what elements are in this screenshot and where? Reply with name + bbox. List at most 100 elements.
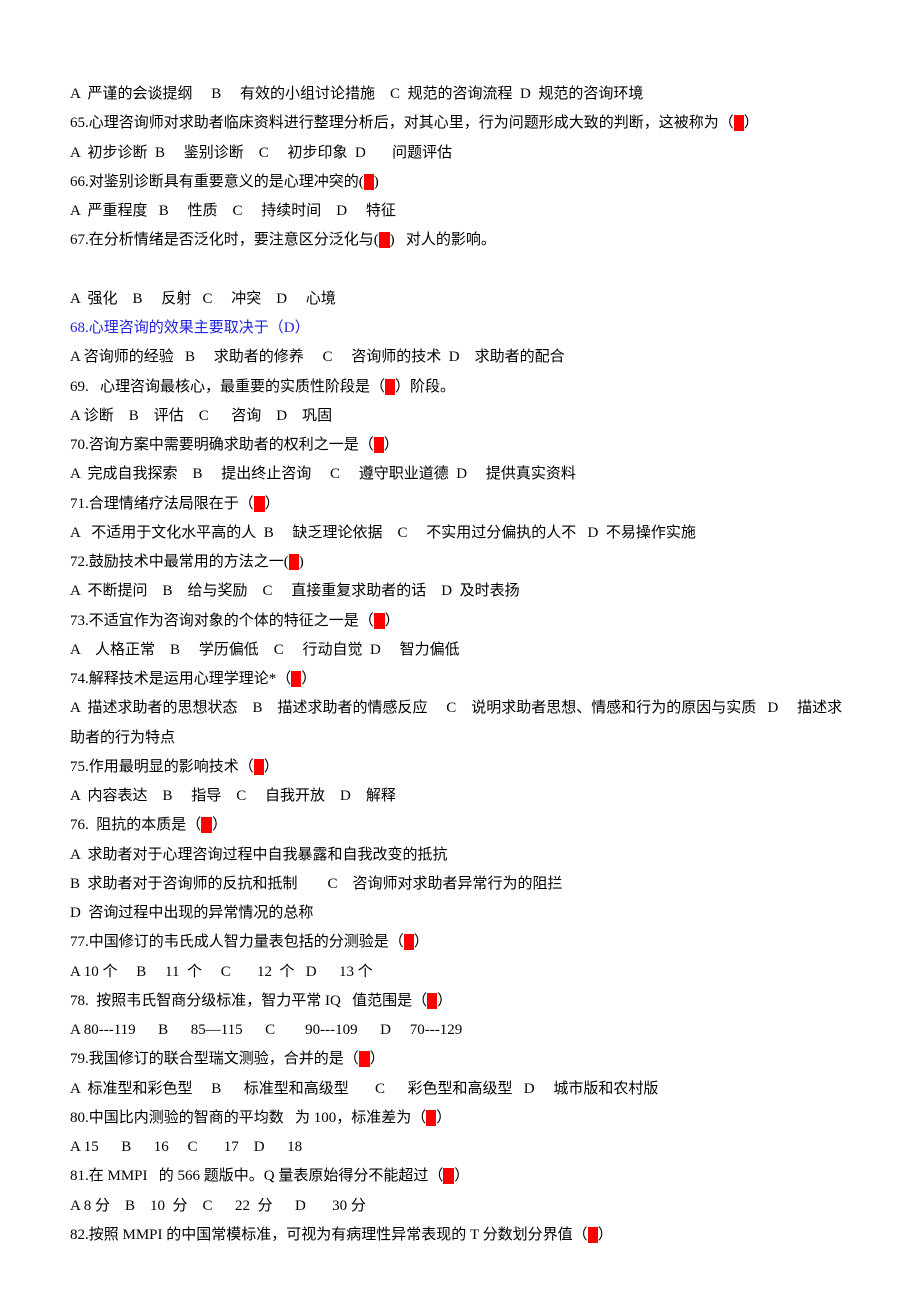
answer-highlight: A [201,817,212,833]
blue-text: 68.心理咨询的效果主要取决于（D） [70,320,310,336]
answer-highlight: B [364,174,374,190]
text-segment: 74.解释技术是运用心理学理论*（ [70,671,291,687]
text-line: A 严谨的会谈提纲 B 有效的小组讨论措施 C 规范的咨询流程 D 规范的咨询环… [70,80,850,109]
text-line: 81.在 MMPI 的 566 题版中。Q 量表原始得分不能超过（D） [70,1162,850,1191]
text-line: 66.对鉴别诊断具有重要意义的是心理冲突的(B) [70,168,850,197]
text-line: A 内容表达 B 指导 C 自我开放 D 解释 [70,782,850,811]
answer-highlight: B [374,437,384,453]
text-line: 70.咨询方案中需要明确求助者的权利之一是（B） [70,431,850,460]
answer-highlight: A [359,1051,370,1067]
text-segment: A 80---119 B 85—115 C 90---109 D 70---12… [70,1022,462,1038]
text-segment: ） [436,1110,451,1126]
text-segment: ） [598,1227,613,1243]
text-line: A 强化 B 反射 C 冲突 D 心境 [70,285,850,314]
text-line: 73.不适宜作为咨询对象的个体的特征之一是（D） [70,607,850,636]
text-segment: A 求助者对于心理咨询过程中自我暴露和自我改变的抵抗 [70,847,448,863]
text-line: 65.心理咨询师对求助者临床资料进行整理分析后，对其心里，行为问题形成大致的判断… [70,109,850,138]
text-segment: A 初步诊断 B 鉴别诊断 C 初步印象 D 问题评估 [70,145,452,161]
text-segment: A 15 B 16 C 17 D 18 [70,1139,302,1155]
answer-highlight: D [379,232,390,248]
text-line: A 10 个 B 11 个 C 12 个 D 13 个 [70,958,850,987]
text-line: B 求助者对于咨询师的反抗和抵制 C 咨询师对求助者异常行为的阻拦 [70,870,850,899]
answer-highlight: C [291,671,301,687]
text-line: A 标准型和彩色型 B 标准型和高级型 C 彩色型和高级型 D 城市版和农村版 [70,1075,850,1104]
text-line: A 15 B 16 C 17 D 18 [70,1133,850,1162]
text-segment: ） [384,437,399,453]
text-line: A 不断提问 B 给与奖励 C 直接重复求助者的话 D 及时表扬 [70,577,850,606]
text-segment: A 标准型和彩色型 B 标准型和高级型 C 彩色型和高级型 D 城市版和农村版 [70,1081,658,1097]
answer-highlight: B [404,934,414,950]
text-line: A 咨询师的经验 B 求助者的修养 C 咨询师的技术 D 求助者的配合 [70,343,850,372]
text-line: A 不适用于文化水平高的人 B 缺乏理论依据 C 不实用过分偏执的人不 D 不易… [70,519,850,548]
document-page: A 严谨的会谈提纲 B 有效的小组讨论措施 C 规范的咨询流程 D 规范的咨询环… [0,0,920,1310]
text-line: 78. 按照韦氏智商分级标准，智力平常 IQ 值范围是（C） [70,987,850,1016]
answer-highlight: D [374,613,385,629]
text-segment: 76. 阻抗的本质是（ [70,817,201,833]
text-segment: 69. 心理咨询最核心，最重要的实质性阶段是（ [70,379,385,395]
text-segment: 78. 按照韦氏智商分级标准，智力平常 IQ 值范围是（ [70,993,427,1009]
text-segment: 82.按照 MMPI 的中国常模标准，可视为有病理性异常表现的 T 分数划分界值… [70,1227,588,1243]
text-segment: ) [374,174,379,190]
text-line: 80.中国比内测验的智商的平均数 为 100，标准差为（B） [70,1104,850,1133]
text-line: A 诊断 B 评估 C 咨询 D 巩固 [70,402,850,431]
text-line: A 人格正常 B 学历偏低 C 行动自觉 D 智力偏低 [70,636,850,665]
answer-highlight: C [427,993,437,1009]
text-segment: A 严重程度 B 性质 C 持续时间 D 特征 [70,203,396,219]
text-segment: ） [370,1051,385,1067]
text-segment: 73.不适宜作为咨询对象的个体的特征之一是（ [70,613,374,629]
text-segment: ) 对人的影响。 [390,232,496,248]
text-segment: A 不适用于文化水平高的人 B 缺乏理论依据 C 不实用过分偏执的人不 D 不易… [70,525,696,541]
text-segment: 66.对鉴别诊断具有重要意义的是心理冲突的( [70,174,364,190]
text-segment: A 咨询师的经验 B 求助者的修养 C 咨询师的技术 D 求助者的配合 [70,349,565,365]
text-line: 75.作用最明显的影响技术（B） [70,753,850,782]
text-line: 72.鼓励技术中最常用的方法之一(C) [70,548,850,577]
text-segment [70,262,74,278]
text-segment: ） [414,934,429,950]
text-segment: A 10 个 B 11 个 C 12 个 D 13 个 [70,964,373,980]
text-segment: ) [299,554,304,570]
text-segment: 79.我国修订的联合型瑞文测验，合并的是（ [70,1051,359,1067]
text-line: 77.中国修订的韦氏成人智力量表包括的分测验是（B） [70,928,850,957]
text-segment: D 咨询过程中出现的异常情况的总称 [70,905,313,921]
text-segment: 77.中国修订的韦氏成人智力量表包括的分测验是（ [70,934,404,950]
text-segment: 65.心理咨询师对求助者临床资料进行整理分析后，对其心里，行为问题形成大致的判断… [70,115,734,131]
text-segment: 71.合理情绪疗法局限在于（ [70,496,254,512]
text-segment: 75.作用最明显的影响技术（ [70,759,254,775]
text-segment: 67.在分析情绪是否泛化时，要注意区分泛化与( [70,232,379,248]
text-line: 79.我国修订的联合型瑞文测验，合并的是（A） [70,1045,850,1074]
text-line: A 严重程度 B 性质 C 持续时间 D 特征 [70,197,850,226]
answer-highlight: A [254,496,265,512]
text-line: 74.解释技术是运用心理学理论*（C） [70,665,850,694]
text-line: 71.合理情绪疗法局限在于（A） [70,490,850,519]
text-line [70,256,850,285]
answer-highlight: B [426,1110,436,1126]
text-segment: 72.鼓励技术中最常用的方法之一( [70,554,289,570]
text-segment: ） [437,993,452,1009]
text-segment: A 完成自我探索 B 提出终止咨询 C 遵守职业道德 D 提供真实资料 [70,466,576,482]
text-line: A 求助者对于心理咨询过程中自我暴露和自我改变的抵抗 [70,841,850,870]
text-line: 68.心理咨询的效果主要取决于（D） [70,314,850,343]
text-segment: A 不断提问 B 给与奖励 C 直接重复求助者的话 D 及时表扬 [70,583,520,599]
text-segment: A 诊断 B 评估 C 咨询 D 巩固 [70,408,332,424]
text-segment: ） [264,759,279,775]
text-segment: A 描述求助者的思想状态 B 描述求助者的情感反应 C 说明求助者思想、情感和行… [70,700,842,745]
text-segment: ） [301,671,316,687]
text-segment: A 8 分 B 10 分 C 22 分 D 30 分 [70,1198,366,1214]
text-segment: ） [744,115,759,131]
text-line: A 80---119 B 85—115 C 90---109 D 70---12… [70,1016,850,1045]
answer-highlight: C [385,379,395,395]
text-segment: ） [265,496,280,512]
text-segment: ） [212,817,227,833]
text-line: 82.按照 MMPI 的中国常模标准，可视为有病理性异常表现的 T 分数划分界值… [70,1221,850,1250]
text-line: A 描述求助者的思想状态 B 描述求助者的情感反应 C 说明求助者思想、情感和行… [70,694,850,753]
text-line: 67.在分析情绪是否泛化时，要注意区分泛化与(D) 对人的影响。 [70,226,850,255]
text-line: 69. 心理咨询最核心，最重要的实质性阶段是（C）阶段。 [70,373,850,402]
text-line: A 完成自我探索 B 提出终止咨询 C 遵守职业道德 D 提供真实资料 [70,460,850,489]
text-segment: ） [385,613,400,629]
text-line: 76. 阻抗的本质是（A） [70,811,850,840]
text-segment: 80.中国比内测验的智商的平均数 为 100，标准差为（ [70,1110,426,1126]
answer-highlight: D [443,1168,454,1184]
answer-highlight: B [588,1227,598,1243]
text-segment: ） [454,1168,469,1184]
answer-highlight: B [254,759,264,775]
